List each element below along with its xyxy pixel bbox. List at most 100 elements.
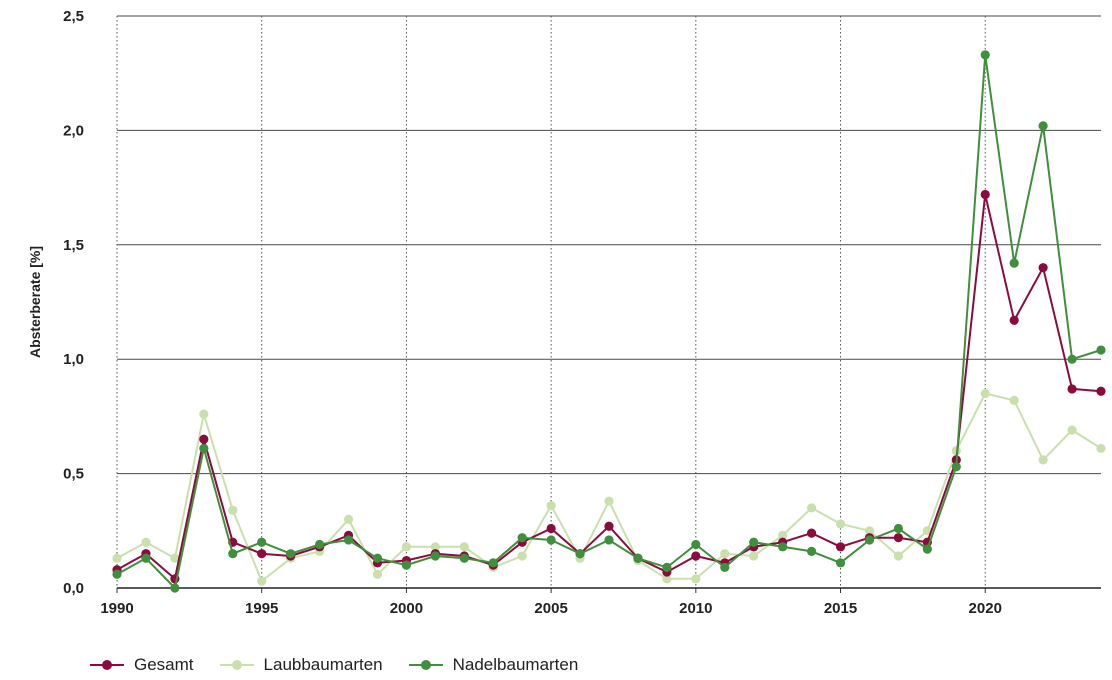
data-point-gesamt xyxy=(1009,315,1019,325)
data-point-laubbaumarten xyxy=(372,569,383,579)
x-tick-label: 2005 xyxy=(534,600,567,617)
legend: Gesamt Laubbaumarten Nadelbaumarten xyxy=(90,655,604,675)
y-tick-label: 2,0 xyxy=(63,122,84,139)
data-point-laubbaumarten xyxy=(806,503,817,513)
data-point-gesamt xyxy=(1067,384,1077,394)
data-point-nadelbaumarten xyxy=(112,569,122,579)
series-line-nadelbaumarten xyxy=(116,53,1102,589)
series-nadelbaumarten xyxy=(112,50,1106,593)
data-point-nadelbaumarten xyxy=(228,549,238,559)
data-point-nadelbaumarten xyxy=(199,443,209,454)
legend-swatch-laubbaumarten xyxy=(219,659,254,671)
data-point-nadelbaumarten xyxy=(749,537,759,547)
y-tick-label: 1,5 xyxy=(63,237,84,254)
data-point-laubbaumarten xyxy=(170,553,180,563)
data-point-nadelbaumarten xyxy=(980,50,990,60)
series-layer xyxy=(112,50,1106,593)
data-point-nadelbaumarten xyxy=(633,553,643,563)
x-tick-label: 2015 xyxy=(824,600,857,617)
data-point-nadelbaumarten xyxy=(691,539,701,550)
data-point-laubbaumarten xyxy=(401,542,412,552)
legend-label-gesamt: Gesamt xyxy=(134,655,194,674)
data-point-laubbaumarten xyxy=(141,537,151,547)
data-point-gesamt xyxy=(806,528,817,538)
legend-dot xyxy=(420,660,431,670)
data-point-laubbaumarten xyxy=(430,542,440,552)
data-point-gesamt xyxy=(691,551,701,561)
data-point-laubbaumarten xyxy=(228,505,238,515)
data-point-laubbaumarten xyxy=(517,551,527,561)
data-point-nadelbaumarten xyxy=(951,462,961,472)
data-point-gesamt xyxy=(1038,263,1048,273)
data-point-laubbaumarten xyxy=(691,574,701,584)
data-point-laubbaumarten xyxy=(459,542,469,552)
data-point-nadelbaumarten xyxy=(430,551,440,561)
data-point-laubbaumarten xyxy=(1096,443,1106,454)
data-point-laubbaumarten xyxy=(112,553,122,563)
x-tick-label: 2000 xyxy=(390,600,423,617)
legend-item-nadelbaumarten: Nadelbaumarten xyxy=(408,655,578,675)
data-point-nadelbaumarten xyxy=(286,549,296,559)
data-point-laubbaumarten xyxy=(749,551,759,561)
data-point-gesamt xyxy=(1096,386,1106,396)
data-point-laubbaumarten xyxy=(1067,425,1077,435)
data-point-nadelbaumarten xyxy=(459,553,469,563)
y-tick-label: 2,5 xyxy=(63,8,84,25)
data-point-nadelbaumarten xyxy=(864,535,875,545)
legend-swatch-gesamt xyxy=(90,659,124,671)
grid-lines xyxy=(116,15,1101,589)
y-tick-label: 0,0 xyxy=(63,580,84,597)
y-tick-label: 0,5 xyxy=(63,466,84,483)
y-axis-ticks: 0,0 0,5 1,0 1,5 2,0 2,5 xyxy=(63,8,84,597)
data-point-nadelbaumarten xyxy=(1096,345,1106,355)
series-laubbaumarten xyxy=(112,388,1106,586)
data-point-nadelbaumarten xyxy=(893,523,904,534)
data-point-laubbaumarten xyxy=(199,409,209,419)
legend-label-laubbaumarten: Laubbaumarten xyxy=(263,655,383,674)
data-point-nadelbaumarten xyxy=(778,542,788,552)
data-point-nadelbaumarten xyxy=(604,535,614,545)
data-point-nadelbaumarten xyxy=(257,537,267,547)
data-point-nadelbaumarten xyxy=(1009,258,1019,268)
data-point-nadelbaumarten xyxy=(1038,121,1048,131)
data-point-gesamt xyxy=(835,542,846,552)
data-point-laubbaumarten xyxy=(778,530,788,540)
y-axis-label: Absterberate [%] xyxy=(27,246,43,358)
data-point-gesamt xyxy=(604,521,614,531)
data-point-nadelbaumarten xyxy=(314,539,325,550)
data-point-gesamt xyxy=(546,523,556,534)
data-point-nadelbaumarten xyxy=(372,553,383,563)
data-point-nadelbaumarten xyxy=(1067,354,1077,364)
x-tick-label: 2010 xyxy=(679,600,712,617)
data-point-nadelbaumarten xyxy=(401,560,412,570)
data-point-laubbaumarten xyxy=(662,574,672,584)
legend-swatch-nadelbaumarten xyxy=(408,659,443,671)
data-point-laubbaumarten xyxy=(343,514,354,524)
data-point-laubbaumarten xyxy=(720,549,730,559)
x-tick-label: 1990 xyxy=(100,600,133,617)
data-point-laubbaumarten xyxy=(1009,395,1019,405)
data-point-nadelbaumarten xyxy=(575,549,585,559)
y-tick-label: 1,0 xyxy=(63,351,84,368)
data-point-laubbaumarten xyxy=(835,519,846,529)
data-point-laubbaumarten xyxy=(980,388,990,399)
data-point-laubbaumarten xyxy=(546,501,556,511)
data-point-gesamt xyxy=(199,434,209,444)
data-point-gesamt xyxy=(980,189,990,200)
data-point-laubbaumarten xyxy=(604,496,614,506)
legend-item-laubbaumarten: Laubbaumarten xyxy=(219,655,383,675)
data-point-gesamt xyxy=(893,533,904,543)
x-tick-label: 1995 xyxy=(245,600,278,617)
data-point-laubbaumarten xyxy=(893,551,904,561)
x-axis-ticks: 1990 1995 2000 2005 2010 2015 2020 xyxy=(100,587,1101,617)
data-point-nadelbaumarten xyxy=(662,562,672,573)
data-point-gesamt xyxy=(257,549,267,559)
legend-dot xyxy=(231,660,242,670)
data-point-laubbaumarten xyxy=(257,576,267,586)
data-point-nadelbaumarten xyxy=(922,544,932,554)
legend-item-gesamt: Gesamt xyxy=(90,655,194,675)
data-point-nadelbaumarten xyxy=(141,553,151,563)
legend-dot xyxy=(102,660,112,670)
data-point-nadelbaumarten xyxy=(343,535,354,545)
